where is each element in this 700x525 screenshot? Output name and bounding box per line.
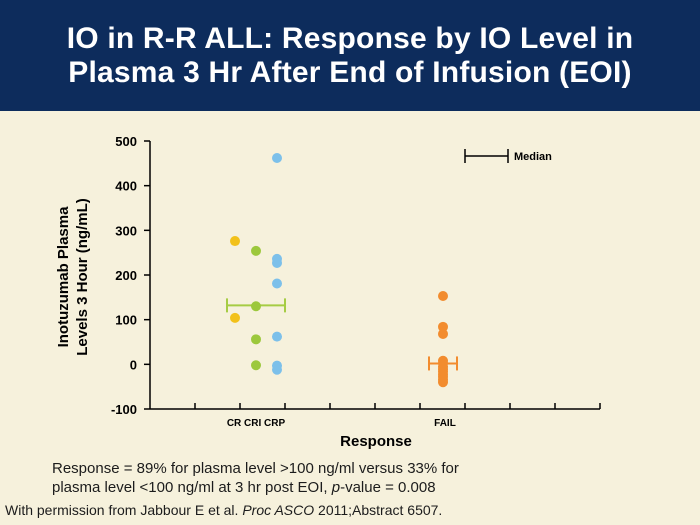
caption-line-2: plasma level <100 ng/ml at 3 hr post EOI… [52,478,652,497]
data-point [230,312,240,323]
legend: Median [464,149,552,163]
data-point [251,301,261,312]
data-point [438,321,448,332]
caption-p-italic: p [331,479,341,496]
data-point [272,364,282,375]
slide-title: IO in R-R ALL: Response by IO Level in P… [66,21,634,89]
caption-line-2-text: plasma level <100 ng/ml at 3 hr post EOI… [52,479,332,496]
x-category-label-fail: FAIL [434,418,456,429]
data-point [438,290,448,301]
y-tick-label: 300 [115,223,137,238]
y-axis-title: Inotuzumab Plasma Levels 3 Hour (ng/mL) [55,198,91,356]
y-axis-ticks: 500 400 300 200 100 0 -100 [111,134,150,417]
data-point [251,334,261,345]
data-point [251,360,261,371]
result-caption: Response = 89% for plasma level >100 ng/… [52,459,652,497]
title-banner: IO in R-R ALL: Response by IO Level in P… [0,0,700,111]
x-axis-title: Response [340,433,412,450]
x-category-label-cr: CR CRI CRP [227,418,286,429]
data-point [272,257,282,268]
data-point [251,245,261,256]
y-tick-label: 100 [115,313,137,328]
data-point [230,236,240,247]
data-point [438,328,448,339]
y-tick-label: 400 [115,179,137,194]
y-tick-label: -100 [111,402,137,417]
y-axis-title-line2: Levels 3 Hour (ng/mL) [74,198,91,356]
x-axis-ticks [194,403,601,409]
data-point [438,377,448,388]
y-tick-label: 500 [115,134,137,149]
source-credit: With permission from Jabbour E et al. Pr… [5,502,695,518]
data-points [230,152,448,388]
y-tick-label: 0 [130,357,137,372]
data-point [272,152,282,163]
scatter-chart: 500 400 300 200 100 0 -100 CR CRI CRP FAIL Res… [55,134,601,450]
legend-median-label: Median [514,151,552,163]
credit-text: With permission from Jabbour E et al. [5,502,243,518]
caption-p-value: -value = 0.008 [340,479,436,496]
y-axis-title-line1: Inotuzumab Plasma [55,206,72,348]
caption-line-1: Response = 89% for plasma level >100 ng/… [52,460,459,477]
credit-abstract: 2011;Abstract 6507. [314,502,443,518]
data-point [272,278,282,289]
data-point [272,331,282,342]
median-markers [226,298,458,371]
credit-journal: Proc ASCO [242,502,315,518]
y-tick-label: 200 [115,268,137,283]
